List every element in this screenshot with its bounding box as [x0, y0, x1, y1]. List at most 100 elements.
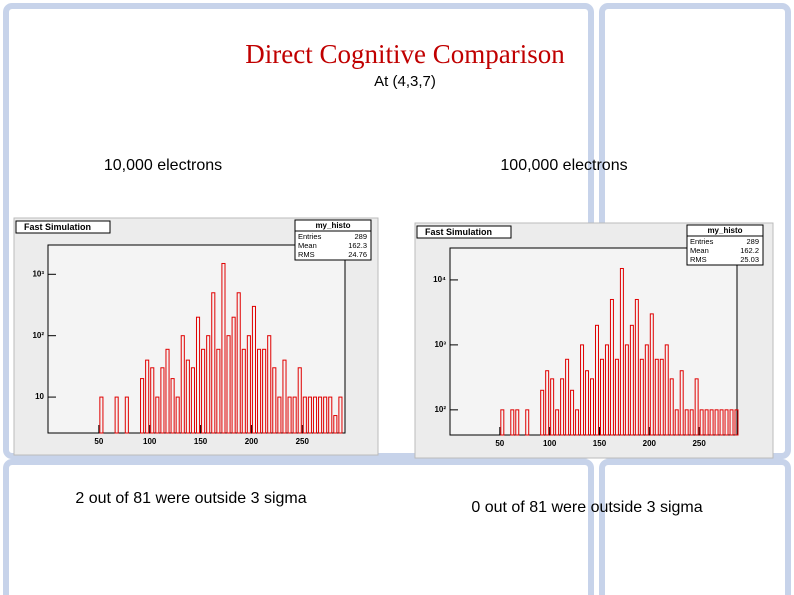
histogram-bar	[629, 324, 634, 436]
histogram-bar	[155, 396, 160, 434]
histogram-bar	[545, 370, 550, 436]
histogram-bar	[609, 298, 614, 436]
x-tick-label: 200	[643, 439, 657, 448]
histogram-bar	[323, 396, 328, 434]
histogram-bar	[231, 316, 236, 434]
histogram-bar	[614, 358, 619, 436]
histogram-bar	[206, 335, 211, 434]
histogram-bar	[714, 409, 719, 436]
histogram-bar	[724, 409, 729, 436]
y-tick-label: 10²	[32, 331, 44, 340]
histogram-bar	[719, 409, 724, 436]
stats-label: Entries	[690, 237, 714, 246]
histogram-bar	[211, 292, 216, 434]
histogram-bar	[560, 378, 565, 436]
histogram-bar	[570, 389, 575, 436]
histogram-bar	[590, 378, 594, 436]
stats-box	[686, 224, 764, 266]
histogram-bar	[180, 335, 185, 434]
stats-value: 289	[354, 232, 367, 241]
x-tick-label: 50	[495, 439, 504, 448]
histogram-bar	[604, 344, 609, 436]
histogram-bar	[145, 359, 150, 434]
slide-title: Direct Cognitive Comparison	[245, 39, 565, 69]
histogram-bar	[619, 267, 624, 436]
histogram-bar	[709, 409, 714, 436]
histogram-bar	[540, 389, 545, 436]
stats-label: RMS	[298, 250, 315, 259]
chart-title: Fast Simulation	[24, 222, 91, 232]
histogram-bar	[190, 367, 195, 434]
histogram-bar	[216, 348, 221, 434]
histogram-bar	[165, 348, 170, 434]
histogram-bar	[236, 292, 241, 434]
y-tick-label: 10³	[434, 340, 446, 349]
y-tick-label: 10³	[32, 269, 44, 278]
title-box	[416, 225, 512, 239]
histogram-bar	[575, 409, 580, 436]
histogram-bar	[634, 298, 639, 436]
x-tick-label: 250	[692, 439, 706, 448]
histogram-bar	[649, 313, 654, 436]
x-tick-label: 50	[94, 437, 103, 446]
histogram-bar	[599, 358, 604, 436]
x-tick-label: 200	[245, 437, 259, 446]
histogram-bar	[338, 396, 343, 434]
x-tick-label: 100	[143, 437, 157, 446]
x-tick-label: 100	[543, 439, 557, 448]
histogram-bar	[262, 348, 267, 434]
stats-value: 24.76	[348, 250, 367, 259]
histogram-bar	[246, 335, 251, 434]
histogram-bar	[318, 396, 323, 434]
histogram-bar	[694, 378, 699, 436]
histogram-bar	[272, 367, 277, 434]
histogram-bar	[277, 396, 282, 434]
histogram-bar	[221, 262, 226, 434]
histogram-bar	[664, 344, 669, 436]
panel-caption: 0 out of 81 were outside 3 sigma	[471, 499, 702, 516]
histogram-bar	[669, 378, 674, 436]
histogram-bar	[580, 344, 585, 436]
slide-subtitle: At (4,3,7)	[374, 73, 436, 90]
histogram-bar	[140, 378, 145, 434]
stats-label: Entries	[298, 232, 322, 241]
stats-value: 25.03	[740, 255, 759, 264]
histogram-bar	[99, 396, 104, 434]
histogram-bar	[170, 378, 175, 434]
histogram-bar	[679, 370, 684, 436]
histogram-bar	[659, 358, 664, 436]
histogram-bar	[282, 359, 287, 434]
panel-heading: 100,000 electrons	[500, 157, 627, 174]
histogram-bar	[525, 409, 530, 436]
histogram-bar	[251, 305, 257, 434]
histogram-bar	[500, 409, 505, 436]
histogram-bar	[689, 409, 694, 436]
histogram-bar	[160, 367, 165, 434]
histogram-bar	[267, 335, 272, 434]
stats-box	[294, 219, 372, 261]
histogram-bar	[333, 415, 338, 434]
stats-label: Mean	[690, 246, 709, 255]
histogram-bar	[674, 409, 679, 436]
histogram-bar	[734, 409, 739, 436]
y-tick-label: 10²	[434, 405, 446, 414]
panel-caption: 2 out of 81 were outside 3 sigma	[75, 490, 306, 507]
stats-label: RMS	[690, 255, 707, 264]
histogram-bar	[565, 358, 570, 436]
histogram-bar	[292, 396, 297, 434]
histogram-bar	[150, 367, 155, 434]
histogram-bar	[639, 358, 644, 436]
y-tick-label: 10	[35, 392, 44, 401]
histogram-bar	[257, 348, 262, 434]
stats-name: my_histo	[707, 226, 742, 235]
x-tick-label: 150	[593, 439, 607, 448]
histogram-bar	[729, 409, 734, 436]
histogram-bar	[297, 367, 302, 434]
histogram-bar	[704, 409, 709, 436]
x-tick-label: 250	[296, 437, 310, 446]
histogram-bar	[585, 370, 590, 436]
histogram-bar	[114, 396, 119, 434]
histogram-bar	[312, 396, 318, 434]
stats-value: 162.3	[348, 241, 367, 250]
